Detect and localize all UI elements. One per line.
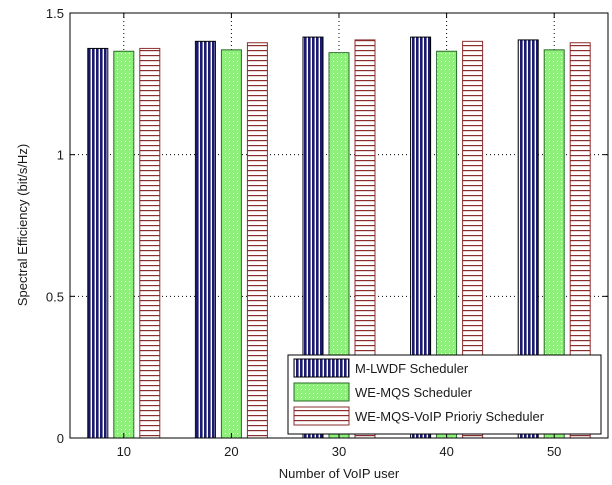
x-tick-label: 40 (439, 444, 453, 459)
x-tick-label: 30 (332, 444, 346, 459)
legend: M-LWDF Scheduler WE-MQS Scheduler WE-MQS-V… (287, 354, 602, 435)
y-tick-label: 0.5 (46, 289, 64, 304)
legend-swatch (293, 406, 350, 426)
bar (246, 42, 268, 439)
x-tick-label: 20 (224, 444, 238, 459)
y-tick-label: 1.5 (46, 6, 64, 21)
bar (139, 47, 161, 439)
bars-layer (87, 36, 591, 439)
bar (113, 50, 135, 439)
x-axis-label: Number of VoIP user (279, 466, 400, 481)
x-tick-label: 10 (117, 444, 131, 459)
bar (87, 47, 109, 439)
x-tick-label: 50 (547, 444, 561, 459)
legend-label: M-LWDF Scheduler (355, 361, 469, 376)
y-axis-label: Spectral Efficiency (bit/s/Hz) (15, 144, 30, 306)
legend-swatch (293, 382, 350, 402)
bar (220, 49, 242, 439)
legend-label: WE-MQS-VoIP Prioriy Scheduler (355, 409, 545, 424)
legend-swatch (293, 358, 350, 378)
y-tick-label: 0 (57, 431, 64, 446)
y-tick-label: 1 (57, 148, 64, 163)
ticks-layer: 10 20 30 40 50 0 0.5 1 1.5 (46, 6, 608, 459)
legend-label: WE-MQS Scheduler (355, 385, 473, 400)
bar (194, 40, 216, 439)
